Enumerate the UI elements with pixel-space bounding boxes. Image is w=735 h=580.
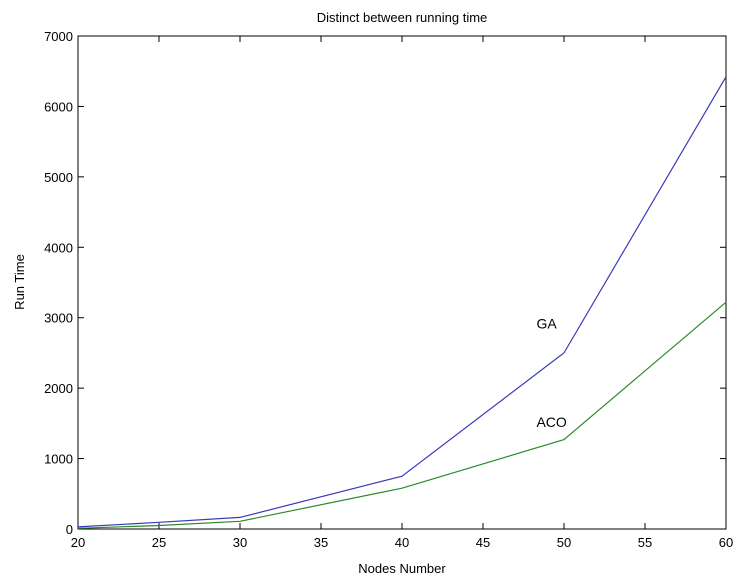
y-tick-label: 5000 [44, 170, 73, 185]
x-tick-label: 40 [395, 535, 409, 550]
chart-title: Distinct between running time [317, 10, 488, 25]
x-tick-label: 45 [476, 535, 490, 550]
x-tick-label: 30 [233, 535, 247, 550]
y-tick-label: 6000 [44, 99, 73, 114]
annotation-aco: ACO [536, 414, 566, 430]
y-tick-label: 4000 [44, 240, 73, 255]
x-tick-label: 20 [71, 535, 85, 550]
y-tick-label: 1000 [44, 452, 73, 467]
x-tick-label: 50 [557, 535, 571, 550]
y-tick-label: 3000 [44, 311, 73, 326]
y-axis-title: Run Time [12, 254, 27, 310]
x-tick-label: 60 [719, 535, 733, 550]
y-tick-label: 0 [66, 522, 73, 537]
x-tick-label: 55 [638, 535, 652, 550]
y-tick-label: 2000 [44, 381, 73, 396]
x-tick-label: 25 [152, 535, 166, 550]
plot-area [78, 36, 726, 529]
y-tick-label: 7000 [44, 29, 73, 44]
annotation-ga: GA [536, 315, 557, 331]
x-tick-label: 35 [314, 535, 328, 550]
x-axis-title: Nodes Number [358, 561, 446, 576]
